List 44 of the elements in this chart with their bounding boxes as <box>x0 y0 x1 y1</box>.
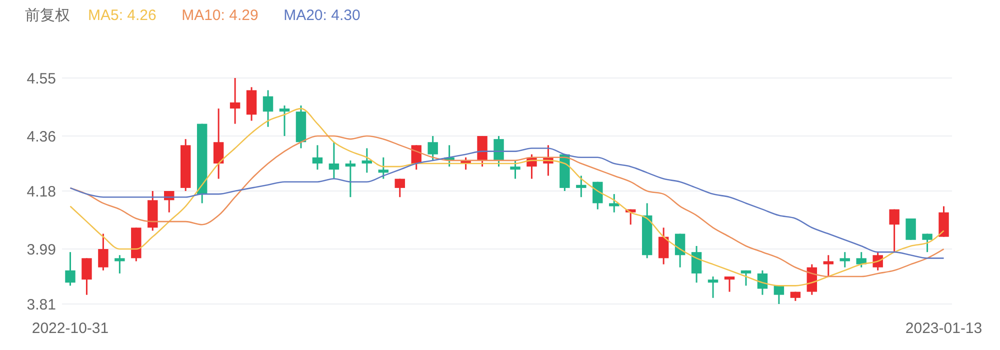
candlestick <box>609 193 620 214</box>
y-tick-label: 3.99 <box>26 241 56 258</box>
line-series <box>70 135 944 278</box>
x-tick-label: 2022-10-31 <box>32 320 109 337</box>
candlestick <box>840 251 850 268</box>
candlestick <box>856 251 866 268</box>
x-tick-label: 2023-01-13 <box>905 320 982 337</box>
candlestick <box>362 147 372 174</box>
candlestick <box>65 251 76 286</box>
candlestick <box>312 144 323 170</box>
text: MA5: 4.26 <box>88 7 156 24</box>
candlestick <box>279 104 290 137</box>
candlestick <box>691 245 702 284</box>
candlestick <box>328 141 340 180</box>
candlestick <box>428 135 438 162</box>
candlestick <box>82 257 92 296</box>
candlestick <box>906 218 916 241</box>
y-tick-label: 4.55 <box>26 70 56 88</box>
candlestick <box>576 174 586 198</box>
candlestick <box>510 160 520 180</box>
candlestick <box>114 254 125 274</box>
candlestick <box>378 156 388 180</box>
y-tick-label: 3.81 <box>26 296 56 314</box>
legend-title: 前复权 <box>25 7 70 24</box>
text: MA20: 4.30 <box>284 7 360 24</box>
text: MA10: 4.29 <box>182 7 258 24</box>
candlestick <box>230 77 240 125</box>
y-tick-label: 4.36 <box>26 128 56 146</box>
candlestick <box>922 233 932 253</box>
candlestick <box>262 89 274 128</box>
candlestick <box>823 254 834 278</box>
candlestick <box>345 160 356 198</box>
candlestick <box>658 226 669 266</box>
candlestick <box>889 208 900 253</box>
y-tick-label: 4.18 <box>26 183 56 200</box>
candlestick <box>411 144 422 170</box>
candlestick <box>740 270 752 286</box>
candlestick <box>494 135 504 168</box>
candlestick <box>774 284 784 305</box>
candlestick <box>724 276 735 293</box>
candlestick <box>394 178 405 198</box>
candlestick <box>98 233 108 272</box>
candlestick <box>708 276 718 299</box>
candlestick <box>213 108 224 180</box>
